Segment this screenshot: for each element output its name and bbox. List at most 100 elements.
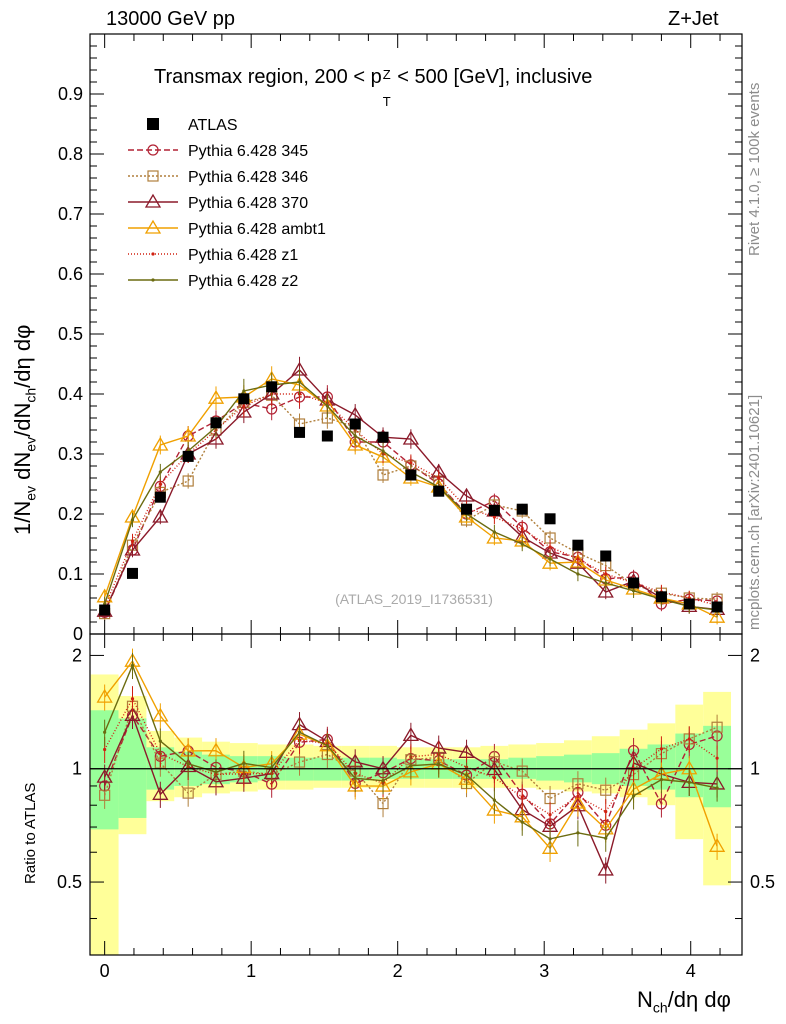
series-point — [541, 554, 559, 569]
atlas-point — [210, 417, 222, 429]
ratio-point — [182, 787, 194, 799]
ratio-point — [715, 786, 719, 790]
atlas-point — [294, 426, 306, 438]
series-point — [152, 436, 169, 451]
ratio-point — [325, 744, 329, 748]
atlas-point — [321, 430, 333, 442]
y-tick-label: 0.2 — [58, 504, 83, 524]
series-layer — [96, 356, 726, 884]
atlas-point — [516, 503, 528, 515]
series-point — [402, 430, 420, 445]
ratio-point — [687, 737, 691, 741]
ratio-y-tick-label-right: 2 — [750, 645, 760, 665]
header-left: 13000 GeV pp — [106, 8, 235, 30]
ratio-point — [207, 742, 225, 757]
legend-label: Pythia 6.428 346 — [188, 169, 308, 186]
series-point — [597, 583, 614, 598]
atlas-point — [433, 485, 445, 497]
ratio-point — [711, 721, 723, 733]
ratio-point — [130, 697, 135, 701]
series-point — [576, 557, 580, 561]
ratio-point — [655, 798, 668, 810]
y-tick-label: 0.6 — [58, 264, 83, 284]
ratio-point — [597, 861, 614, 876]
atlas-point — [99, 604, 111, 616]
ratio-point — [520, 795, 524, 799]
y-tick-label: 0.5 — [58, 324, 83, 344]
ratio-y-axis-title: Ratio to ATLAS — [22, 782, 39, 884]
plot-frames — [89, 33, 743, 956]
atlas-point — [461, 503, 473, 515]
ratio-point — [687, 780, 691, 784]
ratio-point — [152, 707, 169, 722]
series-point — [158, 470, 162, 474]
axis-labels: 0.10.20.30.40.50.60.70.80.900.5 0.51 12 20 1… — [57, 84, 775, 981]
ratio-point — [604, 810, 608, 814]
y-tick-label-zero: 0 — [73, 624, 83, 644]
ratio-y-tick-label: 1 — [72, 759, 82, 779]
ratio-point — [96, 768, 113, 783]
ratio-point — [576, 794, 580, 798]
ratio-y-tick-label: 2 — [72, 645, 82, 665]
atlas-point — [238, 393, 250, 405]
series-point — [124, 541, 141, 556]
header-right: Z+Jet — [668, 8, 719, 30]
ratio-point — [600, 784, 612, 796]
series-point — [152, 508, 169, 523]
ratio-point — [576, 831, 580, 835]
analysis-watermark: (ATLAS_2019_I1736531) — [335, 591, 493, 607]
ratio-point — [464, 773, 469, 777]
legend-marker-atlas — [147, 118, 159, 130]
x-tick-label: 2 — [393, 961, 403, 981]
series-point — [548, 557, 552, 561]
ratio-point — [708, 838, 726, 852]
y-tick-label: 0.3 — [58, 444, 83, 464]
ratio-point — [130, 663, 135, 668]
rivet-version-label: Rivet 4.1.0, ≥ 100k events — [746, 82, 763, 256]
atlas-point — [182, 450, 194, 462]
series-point — [158, 482, 162, 486]
atlas-point — [572, 539, 584, 551]
ratio-point — [516, 765, 528, 777]
series-point — [207, 430, 225, 445]
x-tick-label: 0 — [100, 961, 110, 981]
ratio-y-tick-label-right: 1 — [750, 759, 760, 779]
legend-label: Pythia 6.428 ambt1 — [188, 221, 326, 238]
series-point — [520, 542, 524, 546]
ratio-point — [548, 813, 552, 817]
series-point — [486, 529, 503, 544]
atlas-point — [266, 381, 278, 393]
ratio-point — [541, 840, 559, 854]
ratio-point — [604, 836, 608, 840]
ratio-uncertainty-bands — [90, 674, 732, 955]
atlas-point — [377, 431, 389, 443]
ratio-point — [158, 739, 162, 743]
series-point — [604, 581, 608, 585]
ratio-point — [381, 779, 385, 783]
series-point — [492, 515, 496, 519]
atlas-point — [711, 601, 723, 613]
series-point — [631, 589, 636, 593]
ratio-point — [214, 770, 218, 774]
series-line-main — [104, 369, 718, 612]
x-tick-label: 3 — [539, 961, 549, 981]
y-tick-label: 0.1 — [58, 564, 83, 584]
ratio-point — [492, 798, 496, 802]
ratio-point — [242, 761, 246, 765]
series-point — [130, 539, 135, 543]
series-point — [130, 518, 135, 522]
ratio-point — [353, 776, 357, 780]
series-point — [353, 434, 357, 438]
series-line-main — [104, 393, 718, 608]
y-tick-label: 0.8 — [58, 144, 83, 164]
mcplots-source-label: mcplots.cern.ch [arXiv:2401.10621] — [746, 394, 763, 630]
ratio-point — [715, 756, 719, 760]
legend-marker — [144, 193, 162, 208]
ratio-point — [659, 778, 664, 782]
ratio-point — [548, 837, 552, 841]
x-tick-label: 4 — [686, 961, 696, 981]
y-axis-title: 1/Nev dNev/dNch/dη dφ — [10, 324, 39, 535]
legend-marker — [144, 219, 162, 234]
